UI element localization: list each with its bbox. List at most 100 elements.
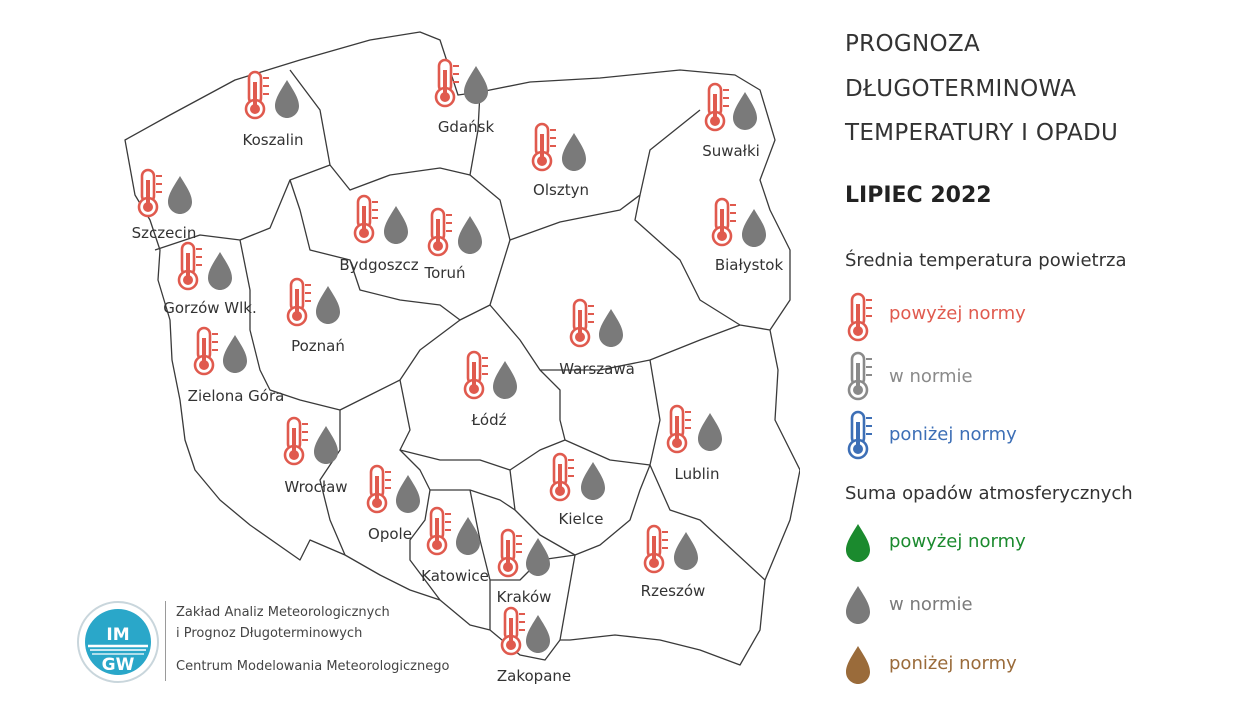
city-label: Koszalin bbox=[243, 131, 304, 149]
thermometer-icon bbox=[847, 351, 873, 401]
org-line-3: Centrum Modelowania Meteorologicznego bbox=[176, 659, 450, 674]
thermometer-icon bbox=[366, 464, 393, 514]
org-line-2: i Prognoz Długoterminowych bbox=[176, 626, 363, 641]
city-label: Opole bbox=[368, 525, 412, 543]
forecast-month: LIPIEC 2022 bbox=[845, 183, 992, 208]
poland-map: Koszalin Gdańsk Suwałki Olsztyn Szczecin Bydg… bbox=[124, 31, 800, 685]
city-label: Zielona Góra bbox=[188, 387, 285, 405]
raindrop-icon bbox=[846, 524, 870, 562]
raindrop-icon bbox=[458, 216, 482, 254]
city-label: Białystok bbox=[715, 256, 784, 274]
city-marker-lodz: Łódź bbox=[463, 350, 517, 429]
title-line-2: DŁUGOTERMINOWA bbox=[845, 76, 1077, 102]
city-label: Poznań bbox=[291, 337, 345, 355]
city-marker-zielona-gora: Zielona Góra bbox=[188, 326, 285, 405]
thermometer-icon bbox=[847, 410, 873, 460]
city-label: Katowice bbox=[421, 567, 489, 585]
legend-precip-normal: w normie bbox=[889, 594, 973, 615]
city-label: Rzeszów bbox=[641, 582, 706, 600]
city-marker-szczecin: Szczecin bbox=[132, 168, 196, 242]
raindrop-icon bbox=[526, 615, 550, 653]
legend-temp-normal: w normie bbox=[889, 366, 973, 387]
raindrop-icon bbox=[223, 335, 247, 373]
org-line-1: Zakład Analiz Meteorologicznych bbox=[176, 605, 390, 620]
raindrop-icon bbox=[526, 538, 550, 576]
thermometer-icon bbox=[286, 277, 313, 327]
logo-text-top: IM bbox=[106, 625, 129, 645]
title-line-3: TEMPERATURY I OPADU bbox=[845, 120, 1119, 146]
thermometer-icon bbox=[137, 168, 164, 218]
city-marker-wroclaw: Wrocław bbox=[283, 416, 348, 496]
imgw-logo: IM GW bbox=[77, 601, 159, 683]
thermometer-icon bbox=[704, 82, 731, 132]
thermometer-icon bbox=[353, 194, 380, 244]
city-marker-warszawa: Warszawa bbox=[559, 298, 635, 378]
thermometer-icon bbox=[426, 506, 453, 556]
thermometer-icon bbox=[283, 416, 310, 466]
raindrop-icon bbox=[168, 176, 192, 214]
legend-temp-below: poniżej normy bbox=[889, 424, 1017, 445]
thermometer-icon bbox=[193, 326, 220, 376]
legend-temp-above: powyżej normy bbox=[889, 303, 1026, 324]
raindrop-icon bbox=[599, 309, 623, 347]
city-label: Zakopane bbox=[497, 667, 571, 685]
raindrop-icon bbox=[581, 462, 605, 500]
raindrop-icon bbox=[208, 252, 232, 290]
raindrop-icon bbox=[846, 646, 870, 684]
raindrop-icon bbox=[674, 532, 698, 570]
raindrop-icon bbox=[698, 413, 722, 451]
title-line-1: PROGNOZA bbox=[845, 31, 980, 57]
city-label: Łódź bbox=[470, 411, 506, 429]
raindrop-icon bbox=[384, 206, 408, 244]
city-marker-zakopane: Zakopane bbox=[497, 606, 571, 685]
logo-text-bottom: GW bbox=[102, 655, 135, 675]
raindrop-icon bbox=[493, 361, 517, 399]
thermometer-icon bbox=[427, 207, 454, 257]
thermometer-icon bbox=[666, 404, 693, 454]
city-marker-rzeszow: Rzeszów bbox=[641, 524, 706, 600]
thermometer-icon bbox=[463, 350, 490, 400]
thermometer-icon bbox=[531, 122, 558, 172]
thermometer-icon bbox=[569, 298, 596, 348]
city-label: Gorzów Wlk. bbox=[163, 299, 257, 317]
city-marker-bialystok: Białystok bbox=[711, 197, 784, 274]
raindrop-icon bbox=[464, 66, 488, 104]
city-marker-poznan: Poznań bbox=[286, 277, 345, 355]
logo-divider bbox=[165, 601, 166, 681]
thermometer-icon bbox=[549, 452, 576, 502]
city-label: Kielce bbox=[559, 510, 604, 528]
city-label: Olsztyn bbox=[533, 181, 589, 199]
thermometer-icon bbox=[177, 241, 204, 291]
city-marker-torun: Toruń bbox=[424, 207, 482, 282]
thermometer-icon bbox=[847, 292, 873, 342]
city-marker-gdansk: Gdańsk bbox=[434, 58, 495, 136]
raindrop-icon bbox=[275, 80, 299, 118]
raindrop-icon bbox=[562, 133, 586, 171]
raindrop-icon bbox=[396, 475, 420, 513]
city-label: Kraków bbox=[497, 588, 552, 606]
city-label: Bydgoszcz bbox=[339, 256, 418, 274]
legend-precip-below: poniżej normy bbox=[889, 653, 1017, 674]
city-label: Toruń bbox=[424, 264, 466, 282]
legend-precip-above: powyżej normy bbox=[889, 531, 1026, 552]
legend-precip-heading: Suma opadów atmosferycznych bbox=[845, 483, 1133, 504]
thermometer-icon bbox=[244, 70, 271, 120]
city-label: Warszawa bbox=[559, 360, 635, 378]
city-marker-olsztyn: Olsztyn bbox=[531, 122, 589, 199]
city-label: Suwałki bbox=[702, 142, 760, 160]
country-border bbox=[124, 31, 800, 666]
raindrop-icon bbox=[742, 209, 766, 247]
city-label: Gdańsk bbox=[438, 118, 495, 136]
raindrop-icon bbox=[846, 586, 870, 624]
raindrop-icon bbox=[316, 286, 340, 324]
city-marker-suwalki: Suwałki bbox=[702, 82, 760, 160]
thermometer-icon bbox=[643, 524, 670, 574]
city-marker-kielce: Kielce bbox=[549, 452, 605, 528]
city-marker-lublin: Lublin bbox=[666, 404, 722, 483]
city-marker-opole: Opole bbox=[366, 464, 420, 543]
city-marker-katowice: Katowice bbox=[421, 506, 489, 585]
raindrop-icon bbox=[314, 426, 338, 464]
thermometer-icon bbox=[497, 528, 524, 578]
city-label: Lublin bbox=[675, 465, 720, 483]
thermometer-icon bbox=[434, 58, 461, 108]
